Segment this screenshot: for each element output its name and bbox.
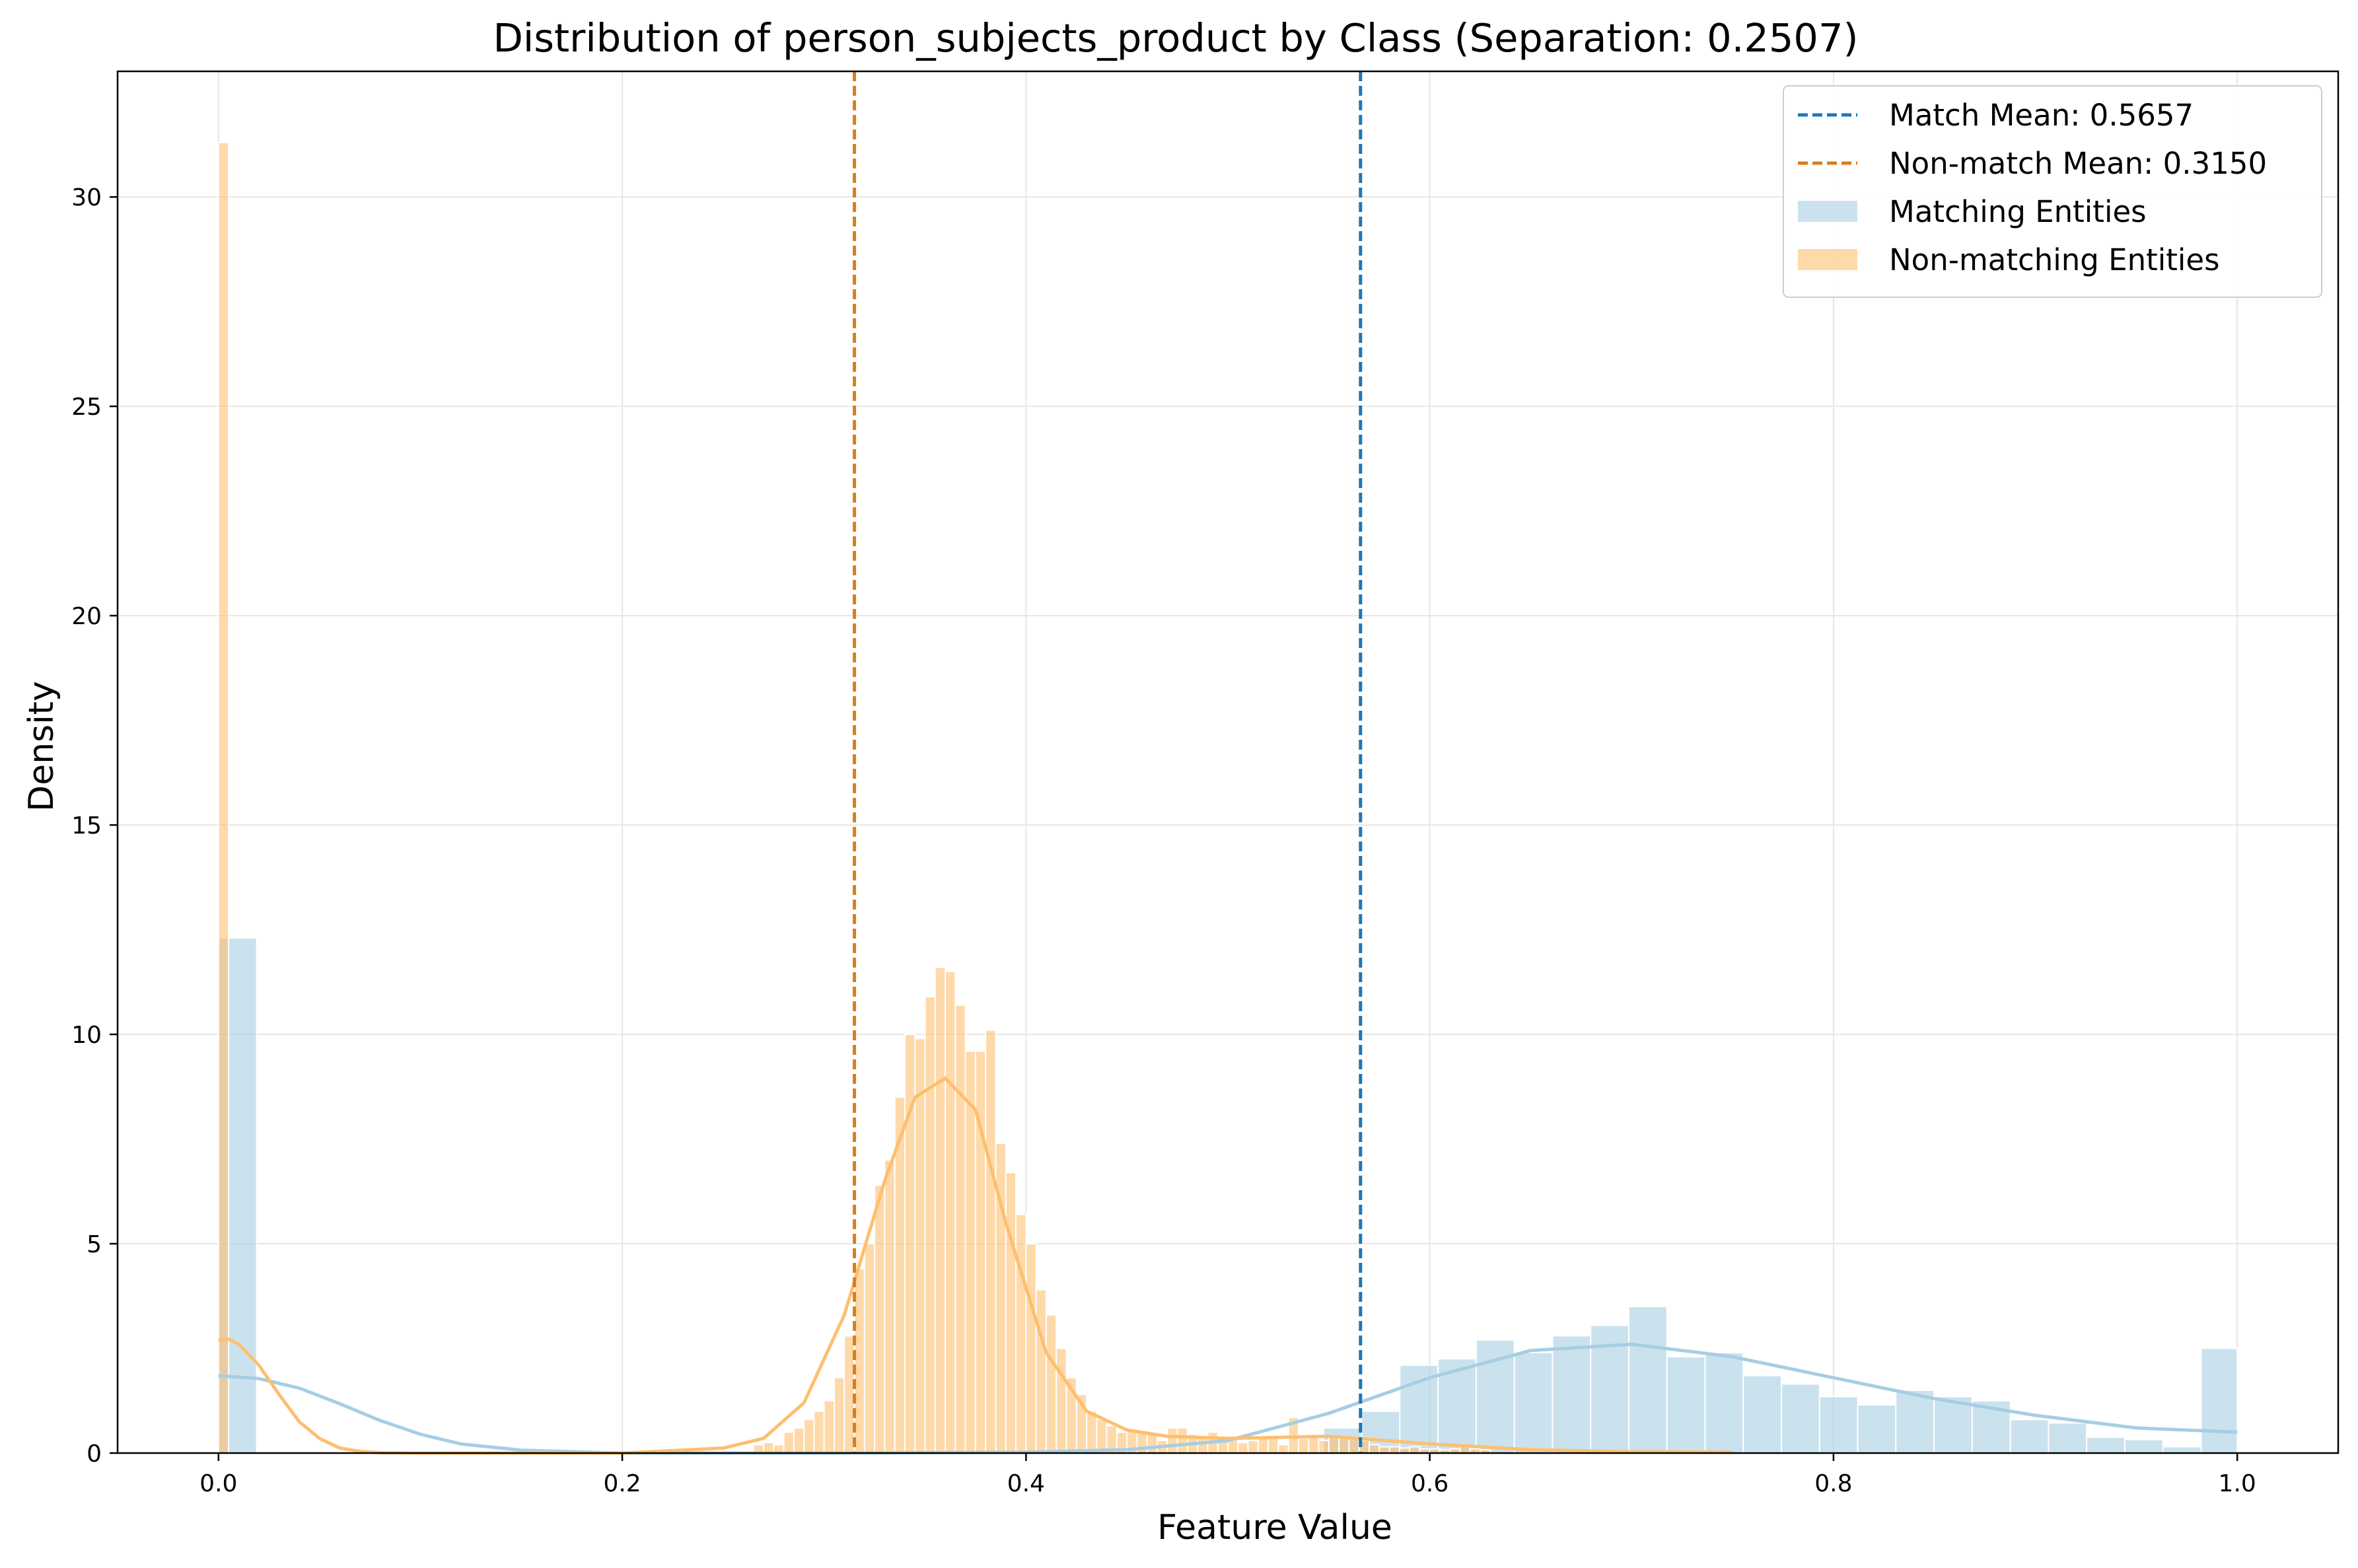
y-tick-label: 20 — [71, 603, 102, 630]
histogram-bar — [914, 1038, 926, 1454]
histogram-bar — [1781, 1383, 1820, 1454]
histogram-bar — [1895, 1389, 1935, 1454]
plot-frame — [116, 70, 2340, 1454]
histogram-bar — [1328, 1435, 1340, 1454]
x-tick-label: 0.4 — [1007, 1470, 1045, 1497]
kde-curve — [218, 1076, 1733, 1455]
histogram-bar — [884, 1159, 896, 1454]
x-tick-label: 0.2 — [603, 1470, 641, 1497]
histogram-bar — [1318, 1439, 1330, 1454]
histogram-bar — [1025, 1243, 1037, 1454]
histogram-bar — [1146, 1433, 1159, 1454]
histogram-bar — [217, 141, 230, 1454]
histogram-bar — [1409, 1446, 1421, 1454]
axis-ticks: 0.0 0.2 0.4 0.6 0.8 1.0 0 5 10 15 20 25 30 — [71, 184, 2256, 1497]
legend-patch-swatch — [1798, 249, 1857, 270]
histogram-bar — [1308, 1435, 1320, 1454]
y-tick-label: 0 — [87, 1441, 102, 1468]
histogram-bar — [1933, 1396, 1973, 1454]
histogram-bar — [1237, 1442, 1249, 1454]
histogram-bar — [1513, 1351, 1554, 1454]
histogram-bar — [793, 1427, 805, 1454]
x-tick-label: 0.8 — [1814, 1470, 1852, 1497]
histogram-bar — [1348, 1437, 1360, 1454]
histogram-bar — [1297, 1437, 1310, 1454]
histogram-bar — [1045, 1314, 1057, 1454]
histogram-bar — [2009, 1419, 2050, 1454]
legend-label: Match Mean: 0.5657 — [1889, 98, 2194, 133]
histogram-bar — [1742, 1374, 1783, 1454]
histogram-bar — [2048, 1422, 2088, 1454]
histogram-bar — [1857, 1404, 1897, 1454]
histogram-bar — [1176, 1427, 1188, 1454]
histogram-bar — [1015, 1213, 1027, 1454]
x-tick-label: 0.0 — [199, 1470, 237, 1497]
histogram-bar — [1277, 1444, 1289, 1454]
y-axis-label: Density — [22, 681, 61, 812]
histogram-bar — [2124, 1439, 2164, 1454]
histogram-bar — [1268, 1437, 1279, 1454]
y-tick-label: 25 — [71, 394, 102, 421]
histogram-bar — [874, 1184, 886, 1454]
histogram-bar — [1388, 1446, 1400, 1454]
y-tick-label: 30 — [71, 184, 102, 211]
histogram-bar — [1338, 1437, 1350, 1454]
histogram-bar — [863, 1243, 876, 1454]
legend-label: Non-match Mean: 0.3150 — [1889, 146, 2267, 181]
histogram-bar — [954, 1004, 966, 1454]
histogram-bar — [1166, 1427, 1178, 1454]
chart-title: Distribution of person_subjects_product … — [493, 15, 1858, 61]
histogram-bar — [985, 1029, 997, 1454]
legend-label: Matching Entities — [1889, 194, 2147, 229]
x-axis-label: Feature Value — [1157, 1508, 1392, 1548]
histogram-bar — [1627, 1306, 1668, 1454]
histogram-bar — [783, 1431, 795, 1454]
histogram-bar — [924, 996, 936, 1454]
histogram-bar — [1247, 1439, 1259, 1454]
histogram-bar — [1035, 1289, 1047, 1454]
histogram-bar — [2086, 1436, 2126, 1454]
kde-curves — [218, 1076, 2238, 1455]
histogram-bar — [1096, 1419, 1108, 1454]
kde-curve — [218, 1342, 2238, 1455]
histogram-bar — [1666, 1356, 1706, 1454]
histogram-bar — [1552, 1335, 1592, 1454]
mean-lines — [853, 71, 1363, 1453]
y-tick-label: 5 — [87, 1231, 102, 1258]
histogram-bar — [1368, 1444, 1380, 1454]
histogram-bar — [823, 1400, 836, 1454]
y-tick-label: 10 — [71, 1022, 102, 1049]
histogram-bar — [834, 1376, 845, 1454]
histogram-bar — [1704, 1351, 1744, 1454]
x-tick-label: 1.0 — [2219, 1470, 2256, 1497]
histogram-bar — [964, 1050, 976, 1454]
histogram-bar — [1005, 1172, 1017, 1454]
histogram-bar — [2162, 1446, 2202, 1454]
histogram-bar — [1055, 1347, 1067, 1454]
histogram-bar — [813, 1410, 825, 1454]
legend-box — [1783, 85, 2322, 298]
histogram-bar — [945, 970, 956, 1454]
histogram-bar — [1378, 1446, 1390, 1454]
x-tick-label: 0.6 — [1411, 1470, 1448, 1497]
histogram-bar — [934, 966, 947, 1454]
legend-label: Non-matching Entities — [1889, 242, 2220, 277]
legend: Match Mean: 0.5657 Non-match Mean: 0.3150… — [1783, 85, 2322, 298]
histogram-bar — [1086, 1410, 1098, 1454]
histogram-bar — [1818, 1396, 1859, 1454]
histogram-bar — [2200, 1347, 2238, 1454]
y-tick-label: 15 — [71, 812, 102, 839]
legend-patch-swatch — [1798, 201, 1857, 222]
grid-lines — [118, 71, 2338, 1454]
histogram-bar — [803, 1419, 815, 1454]
